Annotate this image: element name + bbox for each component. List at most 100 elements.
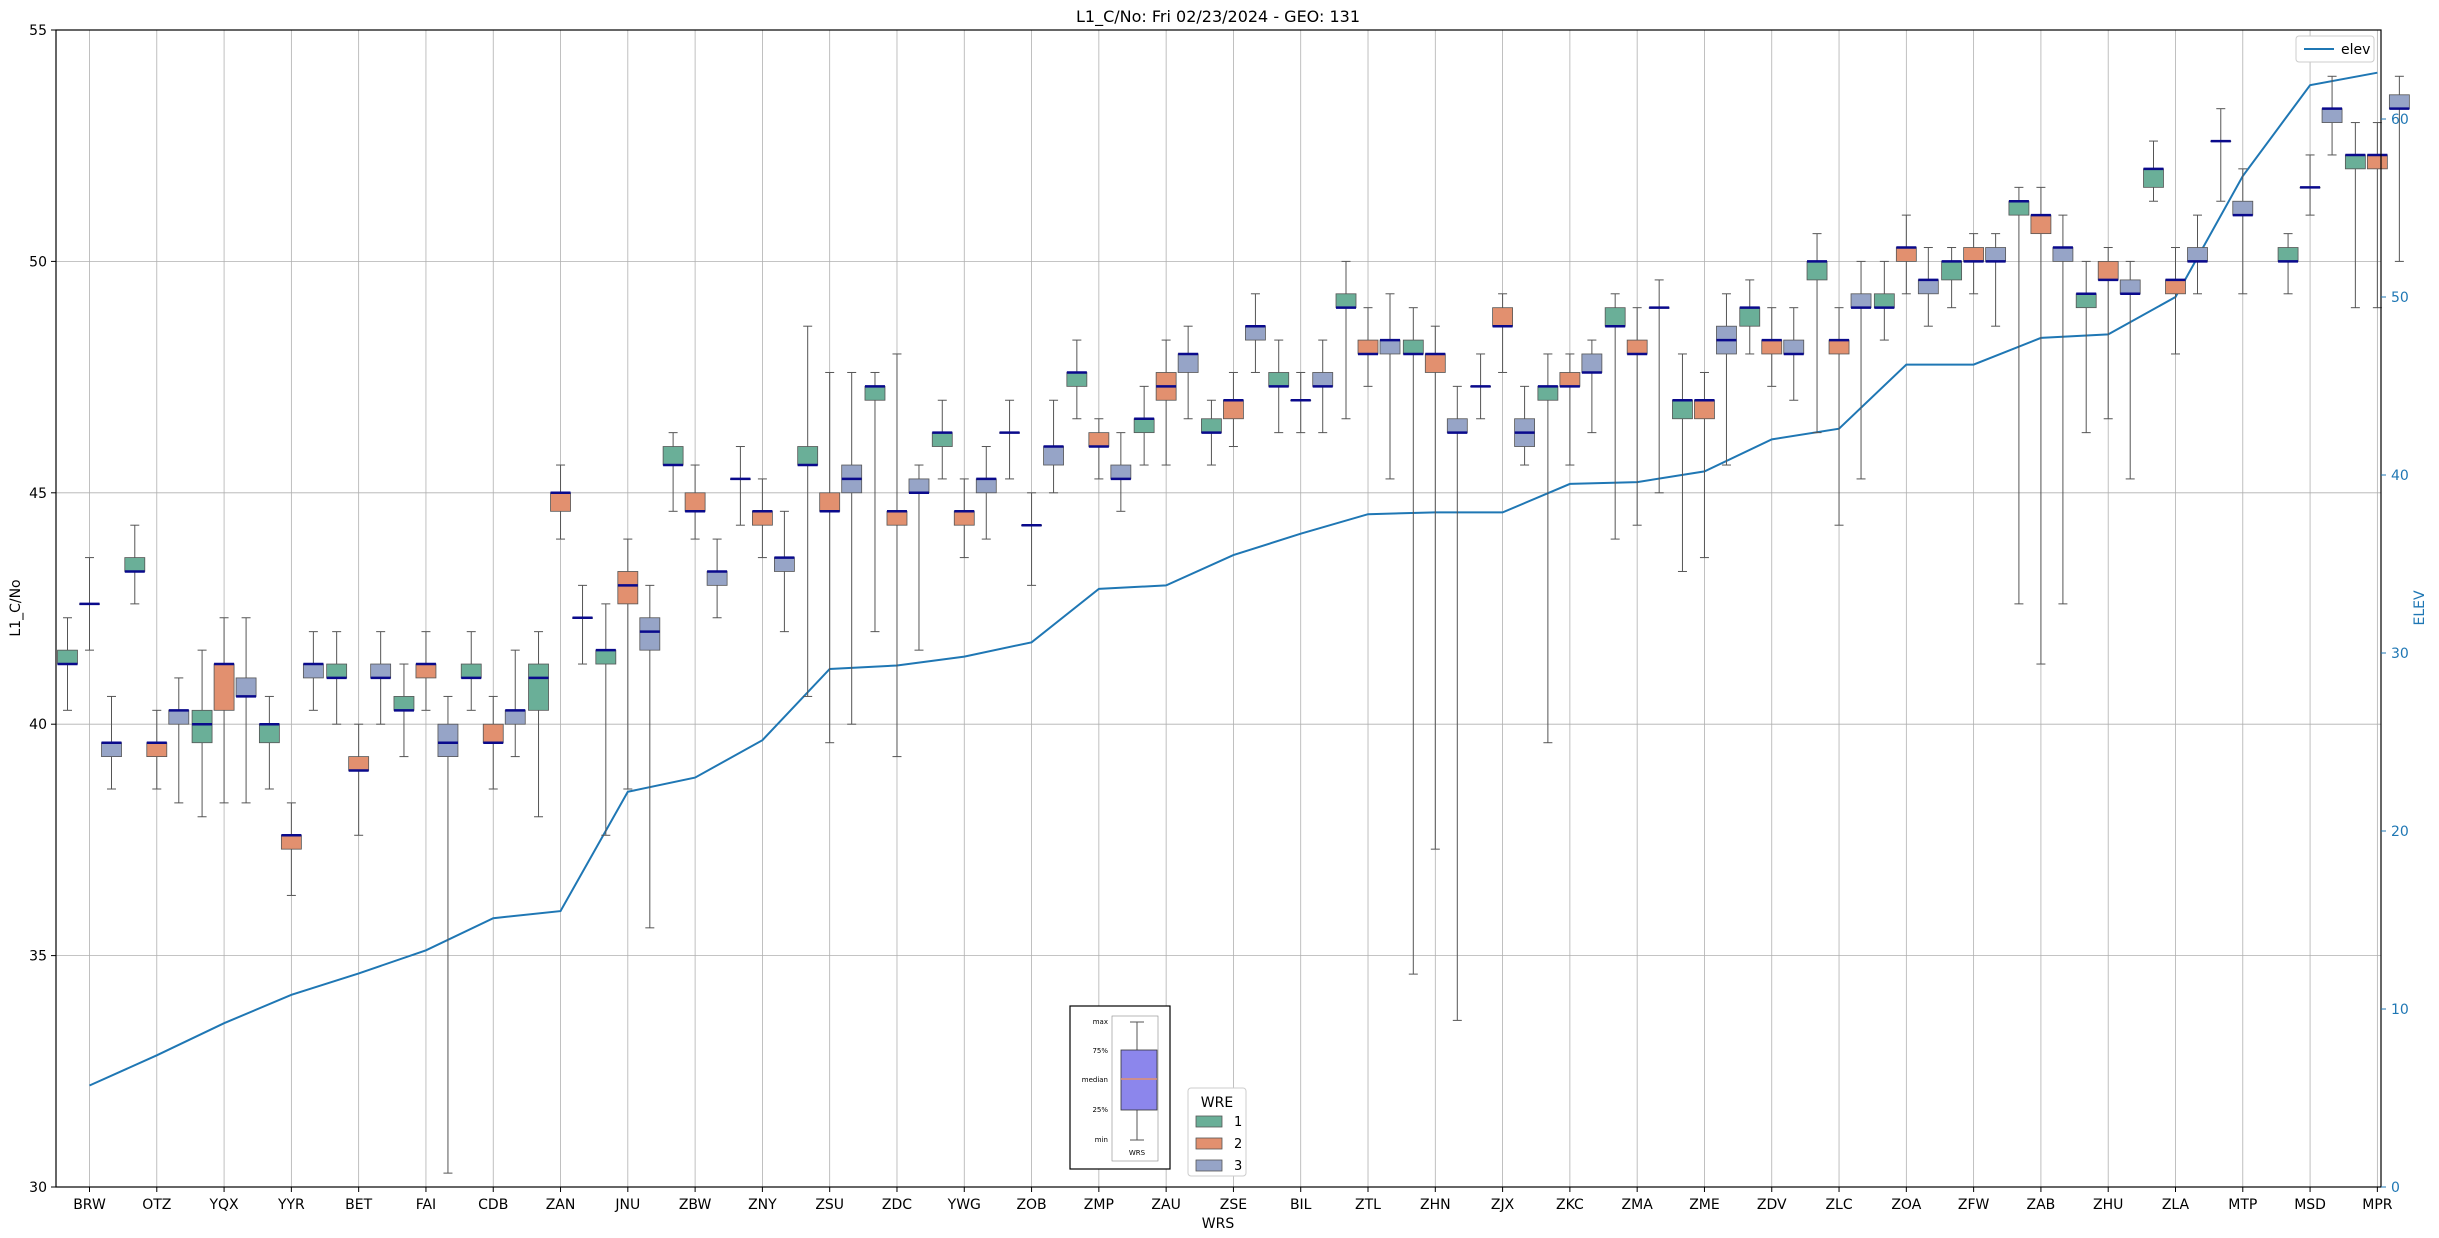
box-YQX-wre-2	[213, 617, 235, 804]
box-ZLC-wre-3	[1850, 260, 1872, 480]
box-ZAB-wre-3	[2052, 214, 2074, 605]
box-BRW-wre-3	[101, 695, 122, 790]
y-tick-label: 55	[29, 23, 47, 39]
x-tick-label: ZBW	[679, 1197, 712, 1213]
box-iqr	[235, 677, 257, 697]
box-iqr	[2187, 247, 2208, 262]
box-iqr	[1581, 353, 1603, 373]
wre-legend-title: WRE	[1201, 1095, 1233, 1111]
box-ZOA-wre-2	[1895, 214, 1917, 295]
box-ZSE-wre-2	[1223, 371, 1244, 448]
x-tick-label: MSD	[2294, 1197, 2326, 1213]
box-ZAB-wre-2	[2030, 186, 2052, 665]
box-BIL-wre-1	[1268, 339, 1290, 434]
box-ZDC-wre-3	[908, 464, 930, 651]
box-ZHU-wre-1	[2075, 260, 2097, 434]
x-tick-label: ZDC	[882, 1197, 912, 1213]
box-MSD-wre-3	[2299, 154, 2321, 216]
box-ZMA-wre-2	[1626, 307, 1648, 526]
box-ZJX-wre-2	[1492, 293, 1513, 373]
x-tick-label: YWG	[947, 1197, 981, 1213]
box-iqr	[1985, 247, 2007, 262]
box-FAI-wre-1	[393, 663, 415, 758]
box-iqr	[1223, 399, 1244, 420]
x-tick-label: ZME	[1689, 1197, 1720, 1213]
box-iqr	[1446, 418, 1468, 434]
box-iqr	[684, 492, 706, 512]
box-ZKC-wre-2	[1559, 353, 1581, 466]
box-BRW-wre-3	[79, 557, 100, 651]
y2-axis-label: ELEV	[2412, 590, 2428, 625]
box-iqr	[2008, 200, 2030, 216]
box-iqr	[2344, 154, 2366, 170]
box-ZME-wre-3	[1716, 293, 1737, 466]
box-BRW-wre-1	[57, 617, 78, 711]
box-ZSE-wre-1	[1201, 399, 1222, 466]
x-tick-label: ZMP	[1084, 1197, 1114, 1213]
box-iqr	[1043, 446, 1064, 466]
box-ZBW-wre-2	[684, 464, 706, 540]
x-tick-label: BRW	[73, 1197, 106, 1213]
box-ZTL-wre-2	[1357, 307, 1379, 387]
box-ZME-wre-2	[1694, 371, 1715, 559]
wre-legend-swatch-1	[1195, 1115, 1223, 1128]
key-legend-box	[1120, 1049, 1158, 1111]
box-iqr	[1850, 293, 1872, 309]
box-BET-wre-3	[370, 631, 392, 725]
y-axis-label: L1_C/No	[8, 579, 24, 636]
box-ZAU-wre-2	[1155, 339, 1177, 466]
x-tick-label: ZAB	[2027, 1197, 2056, 1213]
box-iqr	[2366, 154, 2388, 170]
x-tick-label: YYR	[277, 1197, 305, 1213]
box-ZFW-wre-2	[1963, 233, 1985, 295]
box-MTP-wre-3	[2210, 108, 2232, 202]
box-ZAU-wre-1	[1133, 385, 1155, 466]
box-iqr	[415, 663, 437, 679]
box-ZSU-wre-1	[797, 325, 819, 697]
y-tick-label: 45	[29, 486, 47, 502]
box-YWG-wre-2	[953, 478, 975, 559]
box-YYR-wre-2	[280, 802, 302, 896]
box-ZMP-wre-2	[1088, 418, 1110, 480]
box-iqr	[2388, 94, 2410, 110]
box-iqr	[348, 756, 370, 771]
box-iqr	[124, 557, 146, 572]
x-tick-label: JNU	[614, 1197, 640, 1213]
wre-legend-label-1: 1	[1234, 1115, 1242, 1130]
elev-legend: elev	[2295, 35, 2375, 63]
box-ZLC-wre-1	[1806, 233, 1828, 434]
box-ZTL-wre-3	[1379, 293, 1401, 480]
x-axis-label: WRS	[1202, 1216, 1235, 1232]
box-iqr	[1873, 293, 1895, 309]
box-ZSU-wre-2	[819, 371, 841, 744]
box-iqr	[213, 663, 235, 711]
box-iqr	[886, 510, 908, 526]
box-iqr	[146, 742, 168, 757]
box-iqr	[2321, 108, 2343, 123]
box-YYR-wre-3	[302, 631, 324, 711]
box-iqr	[2119, 279, 2141, 295]
box-JNU-wre-1	[595, 603, 617, 836]
box-CDB-wre-2	[482, 695, 504, 790]
box-ZHU-wre-3	[2119, 260, 2141, 480]
box-ZOA-wre-1	[1873, 260, 1895, 341]
box-ZKC-wre-1	[1537, 353, 1559, 744]
x-tick-label: MPR	[2362, 1197, 2393, 1213]
y2-tick-label: 10	[2391, 1002, 2409, 1018]
box-iqr	[1739, 307, 1761, 327]
box-ZNY-wre-1	[730, 446, 751, 526]
box-FAI-wre-2	[415, 631, 437, 711]
box-ZLA-wre-2	[2165, 247, 2186, 355]
y-axis-left: 30 35 40 45 50 55	[29, 23, 56, 1196]
elev-legend-frame	[2295, 35, 2375, 63]
box-iqr	[595, 649, 617, 665]
box-ZSU-wre-3	[841, 371, 863, 725]
wre-legend-label-2: 2	[1234, 1137, 1242, 1152]
box-ZOB-wre-3	[999, 399, 1020, 480]
box-iqr	[1402, 339, 1424, 355]
box-iqr	[550, 492, 571, 512]
y-tick-label: 40	[29, 717, 47, 733]
box-iqr	[504, 709, 526, 725]
x-tick-label: ZSE	[1220, 1197, 1247, 1213]
box-iqr	[1941, 260, 1963, 281]
